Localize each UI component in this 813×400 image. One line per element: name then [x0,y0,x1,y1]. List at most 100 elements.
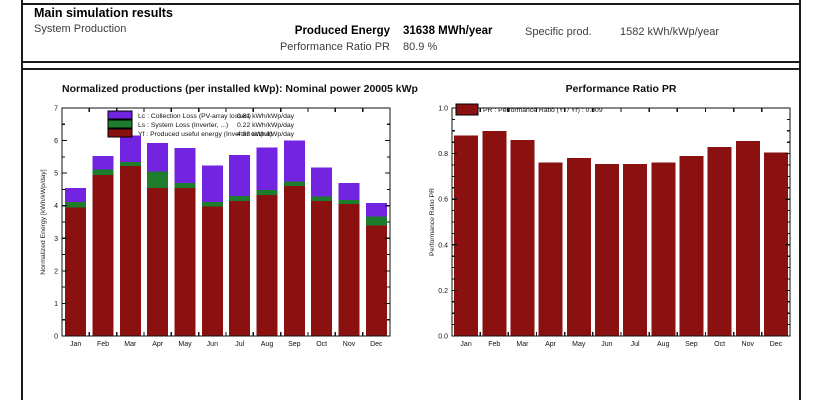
norm-ylabel: Normalized Energy [kWh/kWp/day] [40,169,47,274]
pr-chart-title: Performance Ratio PR [565,83,677,95]
norm-bar-oct-ls [311,196,333,201]
pr-xtick-jun: Jun [601,341,612,348]
pr-bar-jun-pr [594,163,619,336]
performance-ratio-label: Performance Ratio PR [279,41,390,53]
norm-xtick-jul: Jul [235,341,244,348]
header-box-top-border [21,3,801,5]
norm-xtick-dec: Dec [370,341,383,348]
norm-bar-dec-lc [365,203,387,217]
norm-xtick-oct: Oct [316,341,327,348]
chart-text: 0 [54,334,58,341]
chart-text: 4 [54,203,58,210]
norm-bar-apr-ls [147,171,169,189]
norm-bar-aug-yf [256,195,278,336]
pr-xtick-dec: Dec [770,341,783,348]
legend-value-lc: 0.81 kWh/kWp/day [237,113,295,120]
pr-xtick-may: May [572,341,586,348]
pr-bar-oct-pr [707,146,732,336]
norm-bar-sep-yf [283,186,305,336]
chart-text: 0.2 [438,288,448,295]
norm-bar-feb-lc [92,156,114,170]
norm-bar-nov-ls [338,199,360,205]
pr-xtick-sep: Sep [685,341,698,348]
chart-text: 7 [54,106,58,113]
norm-bar-sep-lc [283,140,305,182]
page-border-right [799,0,801,400]
pr-bar-jan-pr [454,135,479,336]
norm-bar-mar-ls [119,161,141,166]
norm-xtick-jan: Jan [70,341,81,348]
norm-xtick-may: May [178,341,192,348]
norm-bar-mar-lc [119,135,141,162]
legend-swatch-lc [107,110,133,120]
charts-box-top-border [21,68,801,70]
legend-swatch-pr [455,103,479,116]
chart-text: 1.0 [438,106,448,113]
pr-xtick-nov: Nov [742,341,755,348]
chart-text: 0.4 [438,242,448,249]
specific-prod-value: 1582 kWh/kWp/year [620,26,720,38]
chart-text: 0.6 [438,197,448,204]
pr-bar-jul-pr [623,163,648,336]
norm-bar-jan-yf [65,207,87,336]
pr-bar-mar-pr [510,139,535,336]
legend-value-ls: 0.22 kWh/kWp/day [237,122,295,129]
norm-bar-jul-lc [229,155,251,196]
chart-text: 3 [54,236,58,243]
norm-xtick-sep: Sep [288,341,301,348]
norm-xtick-apr: Apr [152,341,164,348]
legend-label-pr: PR : Performance Ratio (Yf / Yr) : 0.809 [483,107,603,114]
chart-text: 1 [54,301,58,308]
norm-bar-aug-ls [256,190,278,195]
norm-bar-jul-yf [229,201,251,336]
norm-bar-jul-ls [229,195,251,202]
pr-ylabel: Performance Ratio PR [429,188,436,256]
pr-xtick-jan: Jan [460,341,471,348]
legend-label-ls: Ls : System Loss (Inverter, ...) [138,122,228,129]
norm-bar-dec-ls [365,216,387,226]
norm-bar-nov-yf [338,204,360,336]
norm-bar-feb-yf [92,174,114,336]
norm-bar-jun-yf [201,206,223,336]
chart-text: 0.8 [438,151,448,158]
chart-text: 0.0 [438,334,448,341]
page-border-left [21,0,23,400]
pr-bar-aug-pr [651,162,676,336]
norm-xtick-nov: Nov [343,341,356,348]
pr-bar-feb-pr [482,130,507,336]
norm-bar-dec-yf [365,225,387,336]
performance-ratio-value: 80.9 % [403,41,438,53]
pr-bar-dec-pr [763,152,788,336]
pr-xtick-feb: Feb [488,341,500,348]
norm-bar-jun-lc [201,165,223,203]
header-box-bottom-border [21,61,801,63]
norm-bar-nov-lc [338,182,360,200]
pr-xtick-oct: Oct [714,341,725,348]
norm-xtick-mar: Mar [124,341,137,348]
pr-xtick-mar: Mar [516,341,529,348]
norm-bar-apr-yf [147,188,169,336]
pr-bar-nov-pr [735,141,760,336]
norm-bar-apr-lc [147,143,169,172]
normalized-chart-title: Normalized productions (per installed kW… [62,83,418,95]
specific-prod-label: Specific prod. [525,26,592,38]
norm-xtick-feb: Feb [97,341,109,348]
norm-bar-may-yf [174,187,196,336]
norm-bar-feb-ls [92,169,114,175]
norm-bar-aug-lc [256,147,278,190]
chart-text: 6 [54,138,58,145]
norm-xtick-jun: Jun [207,341,218,348]
norm-bar-oct-yf [311,200,333,336]
norm-bar-sep-ls [283,181,305,187]
pr-bar-apr-pr [538,162,563,336]
legend-label-lc: Lc : Collection Loss (PV-array losses) [138,113,251,120]
report-subtitle: System Production [34,23,127,35]
chart-text: 5 [54,171,58,178]
norm-bar-jan-lc [65,187,87,202]
pr-xtick-jul: Jul [631,341,640,348]
pr-bar-sep-pr [679,155,704,336]
pr-bar-may-pr [566,158,591,336]
pr-xtick-apr: Apr [545,341,557,348]
